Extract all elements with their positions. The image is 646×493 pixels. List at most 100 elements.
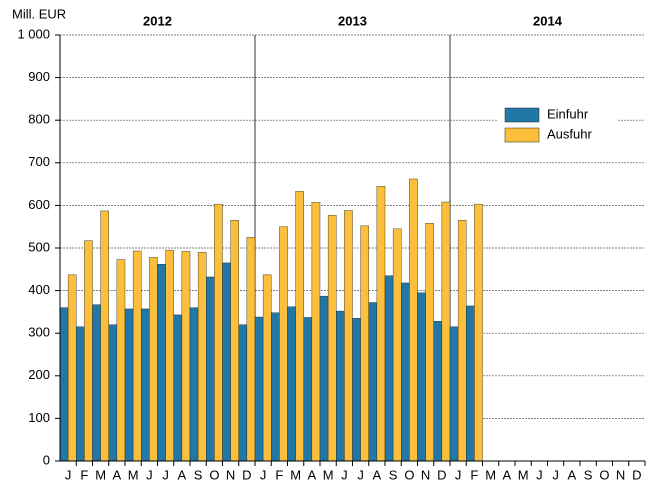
x-tick-label: O [599, 467, 609, 482]
bar [76, 326, 85, 462]
x-tick-label: J [455, 467, 462, 482]
x-tick-label: J [536, 467, 543, 482]
year-label: 2013 [338, 13, 367, 28]
bar [457, 220, 467, 462]
y-unit-label: Mill. EUR [12, 6, 66, 21]
bar [214, 203, 223, 462]
bar [319, 295, 329, 462]
bar [230, 220, 239, 462]
y-tick-label: 200 [28, 367, 50, 382]
bar [327, 214, 337, 462]
bar [132, 250, 142, 462]
legend-label: Einfuhr [547, 106, 589, 121]
year-label: 2012 [143, 13, 172, 28]
x-tick-label: S [584, 467, 593, 482]
bar [368, 302, 378, 462]
bar [108, 324, 118, 462]
bar [197, 252, 207, 462]
legend-swatch [504, 127, 540, 143]
x-tick-label: M [323, 467, 334, 482]
bar [246, 237, 256, 462]
bar [466, 305, 475, 462]
x-tick-label: S [389, 467, 398, 482]
bar [59, 307, 69, 462]
x-tick-label: A [373, 467, 382, 482]
bar [417, 292, 426, 462]
x-tick-label: A [568, 467, 577, 482]
x-tick-label: N [226, 467, 235, 482]
y-tick-label: 400 [28, 282, 50, 297]
bar [92, 304, 101, 462]
x-tick-label: N [421, 467, 430, 482]
bar [409, 178, 418, 462]
x-tick-label: M [485, 467, 496, 482]
x-tick-label: A [308, 467, 317, 482]
bar [433, 321, 443, 462]
x-tick-label: D [437, 467, 446, 482]
bar [206, 276, 215, 462]
bar [238, 324, 248, 462]
x-tick-label: J [146, 467, 153, 482]
bar [100, 210, 109, 462]
bar [474, 203, 483, 462]
y-tick-label: 700 [28, 154, 50, 169]
bar [311, 202, 321, 462]
x-tick-label: J [260, 467, 267, 482]
bar [157, 263, 166, 462]
bar [173, 314, 183, 462]
bar [287, 306, 296, 462]
bar [425, 223, 434, 462]
x-tick-label: M [290, 467, 301, 482]
y-tick-label: 100 [28, 410, 50, 425]
x-tick-label: A [178, 467, 187, 482]
bar [441, 201, 451, 462]
bar [392, 228, 402, 462]
x-tick-label: M [128, 467, 139, 482]
bar [189, 307, 199, 462]
x-tick-label: O [404, 467, 414, 482]
x-tick-label: J [341, 467, 348, 482]
x-tick-label: M [518, 467, 529, 482]
x-tick-label: A [113, 467, 122, 482]
y-tick-label: 300 [28, 325, 50, 340]
bar [295, 191, 304, 462]
x-tick-label: N [616, 467, 625, 482]
bar [401, 282, 410, 462]
bar [376, 186, 386, 462]
bar [84, 240, 93, 462]
bar [336, 310, 345, 462]
bar [279, 226, 288, 462]
bar [303, 317, 313, 462]
bar [116, 259, 126, 462]
bar [222, 262, 231, 462]
y-tick-label: 900 [28, 69, 50, 84]
legend-swatch [504, 107, 540, 123]
x-tick-label: D [632, 467, 641, 482]
bar [124, 308, 134, 462]
y-tick-label: 500 [28, 239, 50, 254]
bar [384, 275, 394, 462]
x-tick-label: J [357, 467, 364, 482]
x-tick-label: F [470, 467, 478, 482]
x-tick-label: O [209, 467, 219, 482]
bar [344, 210, 353, 462]
x-tick-label: A [503, 467, 512, 482]
bar [141, 308, 150, 462]
y-tick-label: 600 [28, 197, 50, 212]
bar [67, 274, 77, 462]
bar [149, 257, 158, 462]
x-tick-label: S [194, 467, 203, 482]
x-tick-label: J [552, 467, 559, 482]
y-tick-label: 1 000 [17, 26, 50, 41]
bar [352, 318, 361, 462]
y-tick-label: 800 [28, 112, 50, 127]
x-tick-label: J [162, 467, 169, 482]
x-tick-label: J [65, 467, 72, 482]
legend-label: Ausfuhr [547, 126, 592, 141]
x-tick-label: D [242, 467, 251, 482]
bar [449, 326, 459, 462]
bar [165, 249, 174, 462]
bar [254, 316, 264, 462]
